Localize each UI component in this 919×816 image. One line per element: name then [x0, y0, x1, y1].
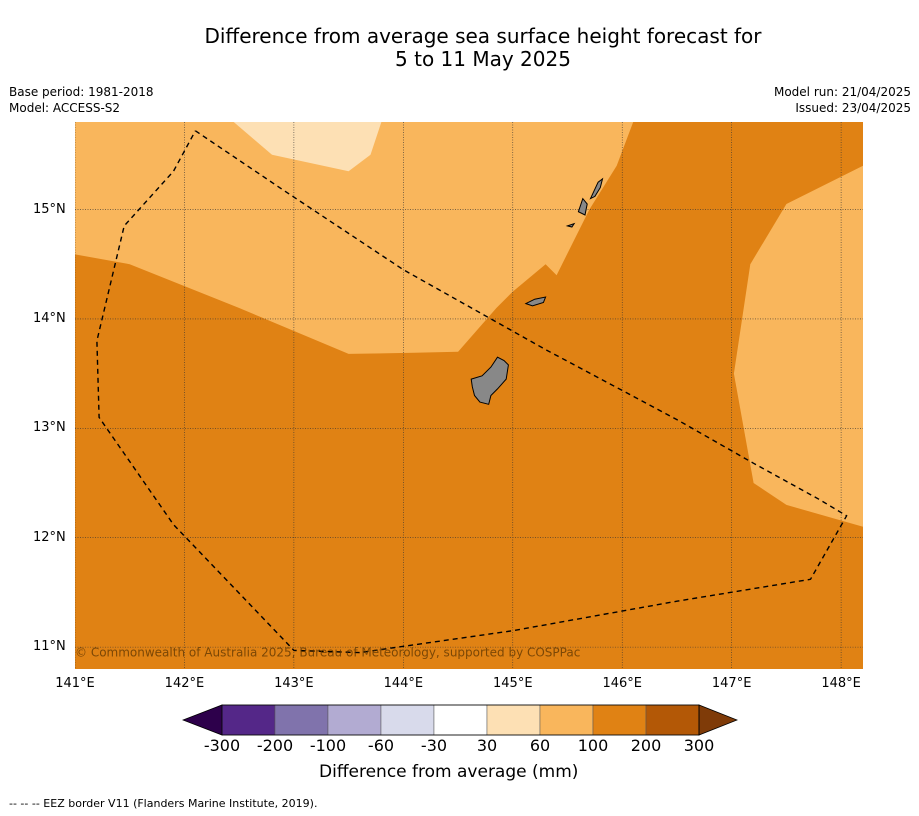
colorbar-segment-0 — [221, 704, 276, 736]
lon-label-146: 146°E — [602, 676, 642, 691]
issued-date: Issued: 23/04/2025 — [795, 101, 911, 115]
colorbar-outline — [221, 704, 700, 736]
island-0 — [470, 356, 509, 405]
lon-label-147: 147°E — [711, 676, 752, 691]
model-run: Model run: 21/04/2025 — [773, 85, 911, 99]
colorbar — [182, 704, 738, 736]
title-line-2: 5 to 11 May 2025 — [395, 47, 571, 71]
copyright-notice: © Commonwealth of Australia 2025, Bureau… — [75, 646, 580, 660]
lon-label-145: 145°E — [493, 676, 533, 691]
lon-label-144: 144°E — [383, 676, 424, 691]
base-period: Base period: 1981-2018 — [9, 85, 154, 99]
lat-label-13: 13°N — [33, 420, 66, 436]
colorbar-tick-0: -300 — [203, 736, 241, 755]
colorbar-tick-6: 60 — [529, 736, 551, 755]
lat-label-11: 11°N — [33, 639, 66, 655]
colorbar-extend-high — [698, 704, 738, 736]
forecast-map: © Commonwealth of Australia 2025, Bureau… — [75, 122, 863, 669]
colorbar-segment-7 — [592, 704, 647, 736]
lat-label-12: 12°N — [33, 529, 66, 545]
island-4 — [565, 222, 576, 228]
colorbar-segment-3 — [380, 704, 435, 736]
title-line-1: Difference from average sea surface heig… — [204, 24, 762, 48]
lon-label-142: 142°E — [164, 676, 205, 691]
island-1 — [524, 296, 547, 307]
model-name: Model: ACCESS-S2 — [9, 101, 121, 115]
colorbar-tick-9: 300 — [683, 736, 715, 755]
eez-footnote: -- -- -- EEZ border V11 (Flanders Marine… — [9, 797, 318, 810]
colorbar-extend-low — [182, 704, 223, 736]
colorbar-tick-4: -30 — [420, 736, 448, 755]
lon-label-143: 143°E — [274, 676, 314, 691]
lon-label-141: 141°E — [55, 676, 95, 691]
island-2 — [577, 197, 588, 216]
anomaly-region-60-100-3 — [733, 165, 863, 527]
eez-border — [96, 130, 848, 654]
lat-label-14: 14°N — [33, 310, 66, 326]
colorbar-segment-8 — [645, 704, 700, 736]
colorbar-tick-2: -100 — [309, 736, 347, 755]
anomaly-region-60-100-1 — [75, 122, 634, 354]
island-3 — [589, 177, 604, 200]
lon-label-148: 148°E — [821, 676, 861, 691]
colorbar-segment-2 — [327, 704, 382, 736]
anomaly-region-30-60-2 — [233, 122, 382, 172]
colorbar-segment-5 — [486, 704, 541, 736]
colorbar-tick-5: 30 — [476, 736, 498, 755]
colorbar-label: Difference from average (mm) — [319, 762, 579, 782]
colorbar-segment-1 — [274, 704, 329, 736]
colorbar-tick-3: -60 — [367, 736, 395, 755]
colorbar-tick-7: 100 — [577, 736, 609, 755]
colorbar-segment-6 — [539, 704, 594, 736]
lat-label-15: 15°N — [33, 201, 66, 217]
colorbar-tick-1: -200 — [256, 736, 294, 755]
colorbar-tick-8: 200 — [630, 736, 662, 755]
colorbar-segment-4 — [433, 704, 488, 736]
